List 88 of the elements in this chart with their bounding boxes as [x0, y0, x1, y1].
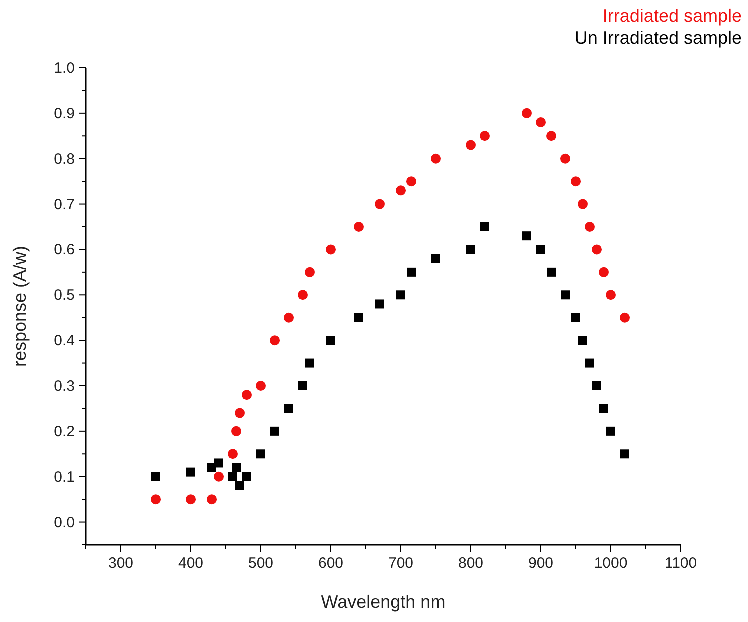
y-tick-label: 0.3 — [54, 378, 75, 395]
point — [242, 472, 252, 482]
point — [396, 186, 406, 196]
point — [585, 222, 595, 232]
point — [466, 140, 476, 150]
point — [214, 472, 224, 482]
point — [208, 463, 216, 472]
point — [431, 154, 441, 164]
point — [546, 131, 556, 142]
point — [186, 468, 196, 477]
point — [235, 408, 245, 418]
point — [606, 290, 616, 300]
y-axis-title: response (A/w) — [10, 246, 30, 368]
point — [592, 382, 602, 390]
point — [620, 450, 630, 459]
point — [354, 313, 364, 322]
x-tick-label: 1100 — [664, 555, 698, 572]
y-tick-label: 1.0 — [54, 60, 75, 77]
y-tick-label: 0.4 — [54, 332, 75, 350]
point — [578, 336, 588, 346]
point — [572, 313, 580, 322]
y-tick-label: 0.2 — [54, 423, 75, 440]
point — [298, 382, 308, 390]
point — [236, 481, 244, 490]
point — [578, 199, 588, 210]
point — [480, 131, 490, 142]
point — [326, 244, 336, 255]
point — [284, 312, 294, 323]
point — [151, 494, 161, 505]
point — [232, 463, 241, 472]
y-tick-label: 0.7 — [54, 196, 75, 214]
point — [560, 154, 570, 164]
point — [432, 254, 440, 264]
point — [270, 426, 280, 436]
point — [592, 244, 602, 255]
point — [375, 199, 385, 210]
point — [242, 390, 252, 400]
point — [599, 267, 609, 278]
point — [256, 381, 266, 391]
x-tick-label: 300 — [108, 555, 134, 572]
point — [561, 290, 570, 300]
y-tick-label: 0.1 — [54, 468, 75, 486]
point — [256, 450, 266, 459]
point — [522, 232, 532, 241]
point — [600, 404, 608, 414]
point — [152, 472, 160, 482]
point — [536, 245, 546, 254]
point — [284, 404, 294, 414]
point — [186, 494, 196, 505]
point — [571, 176, 581, 187]
x-tick-label: 900 — [528, 555, 554, 572]
text: Irradiated sample — [602, 6, 742, 26]
point — [306, 358, 314, 368]
text: Un Irradiated sample — [574, 28, 742, 48]
x-tick-label: 800 — [458, 555, 484, 572]
point — [522, 108, 532, 118]
point — [466, 245, 476, 254]
point — [232, 426, 242, 436]
point — [536, 118, 546, 128]
point — [376, 300, 384, 309]
x-tick-label: 700 — [388, 555, 414, 572]
point — [407, 268, 416, 277]
point — [228, 472, 238, 482]
point — [586, 358, 594, 368]
point — [228, 449, 238, 460]
y-tick-label: 0.0 — [54, 514, 75, 532]
x-tick-label: 400 — [178, 555, 204, 572]
point — [326, 336, 336, 346]
x-tick-label: 600 — [318, 555, 344, 572]
point — [480, 222, 490, 232]
point — [354, 222, 364, 232]
x-tick-label: 500 — [248, 555, 274, 572]
point — [547, 268, 556, 277]
point — [214, 458, 224, 468]
point — [620, 312, 630, 323]
point — [606, 426, 616, 436]
point — [396, 290, 406, 300]
point — [298, 290, 308, 300]
point — [207, 494, 217, 505]
point — [305, 267, 315, 278]
y-tick-label: 0.6 — [54, 242, 75, 259]
point — [406, 176, 416, 187]
y-tick-label: 0.9 — [54, 105, 75, 122]
x-axis-title: Wavelength nm — [321, 592, 446, 612]
y-tick-label: 0.8 — [54, 150, 75, 168]
y-tick-label: 0.5 — [54, 287, 75, 304]
x-tick-label: 1000 — [594, 555, 628, 572]
point — [270, 336, 280, 346]
